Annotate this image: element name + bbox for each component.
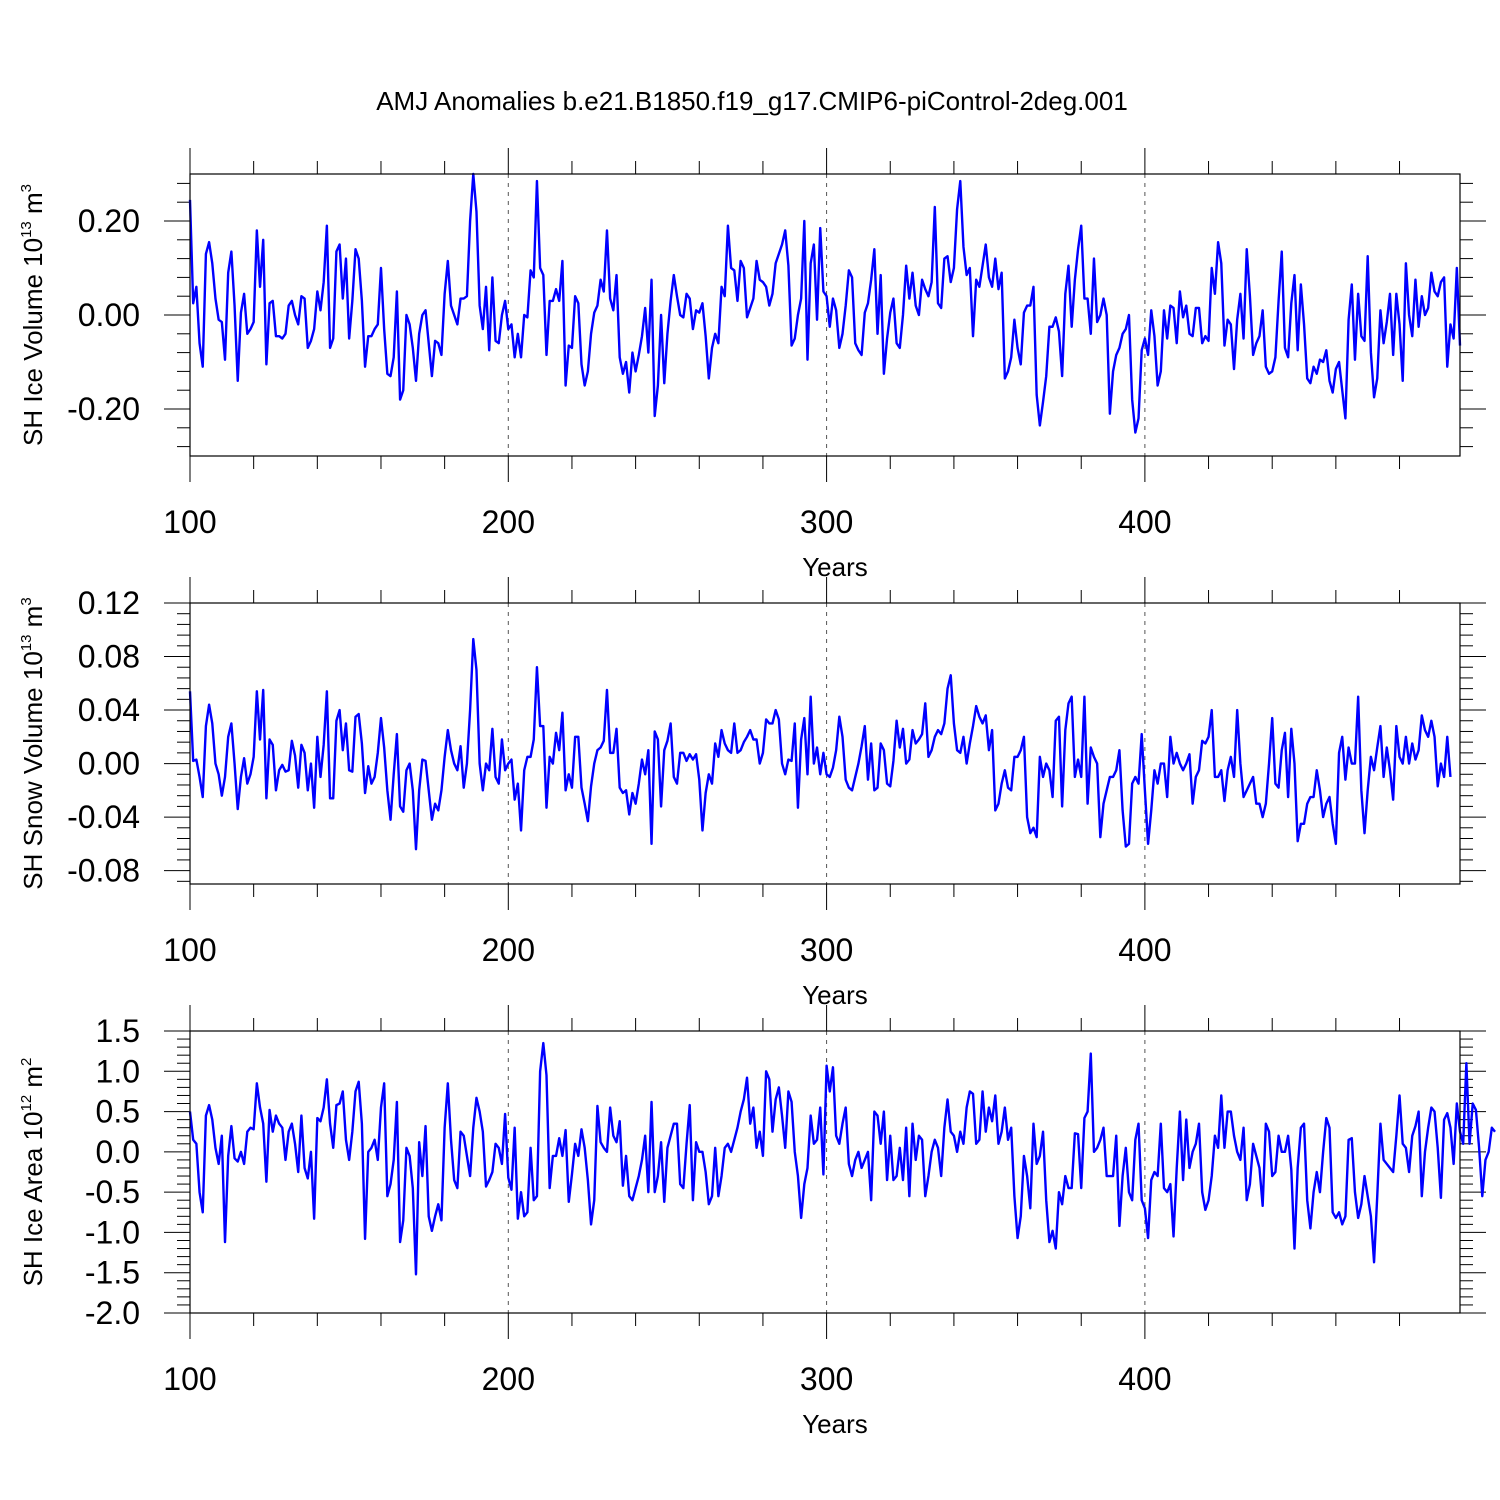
x-tick-label: 200 xyxy=(482,504,535,540)
x-tick-label: 300 xyxy=(800,504,853,540)
y-axis-label-unit-exponent: 3 xyxy=(18,597,35,605)
x-tick-label: 400 xyxy=(1118,1361,1171,1397)
series-line xyxy=(188,1041,1496,1276)
x-tick-label: 400 xyxy=(1118,932,1171,968)
y-tick-label: 0.20 xyxy=(78,203,140,239)
x-tick-label: 400 xyxy=(1118,504,1171,540)
y-tick-label: -2.0 xyxy=(85,1295,140,1331)
panel-ice-volume: 0.20 0.00 -0.20 100 200 300 400 Years SH Ice Vol… xyxy=(18,148,1486,582)
series-line xyxy=(188,637,1452,851)
y-tick-label: -1.0 xyxy=(85,1214,140,1250)
plot-frame xyxy=(189,602,1461,885)
plot-frame xyxy=(189,173,1461,457)
x-tick-label: 100 xyxy=(163,504,216,540)
x-tick-label: 200 xyxy=(482,1361,535,1397)
x-tick-label: 300 xyxy=(800,1361,853,1397)
y-tick-label: 0.04 xyxy=(78,692,140,728)
y-tick-label: -0.20 xyxy=(67,391,140,427)
y-tick-label: -0.08 xyxy=(67,853,140,889)
y-tick-label: 0.12 xyxy=(78,585,140,621)
y-axis-label-text: SH Ice Area 10 xyxy=(18,1112,48,1287)
x-axis-label: Years xyxy=(802,980,868,1010)
y-axis-label-text: SH Snow Volume 10 xyxy=(18,651,48,889)
x-tick-label: 200 xyxy=(482,932,535,968)
chart-title: AMJ Anomalies b.e21.B1850.f19_g17.CMIP6-… xyxy=(376,86,1128,116)
y-axis-label-exponent: 12 xyxy=(18,1095,35,1112)
y-axis-label-unit: m xyxy=(18,606,48,635)
y-axis-label-unit-exponent: 3 xyxy=(18,184,35,192)
x-axis-label: Years xyxy=(802,552,868,582)
y-axis-label-exponent: 13 xyxy=(18,635,35,652)
series-line xyxy=(188,172,1462,434)
y-tick-label: 0.00 xyxy=(78,746,140,782)
y-tick-label: 0.0 xyxy=(96,1134,140,1170)
y-tick-label: 0.08 xyxy=(78,639,140,675)
y-axis-label: SH Ice Volume 1013 m3 xyxy=(18,184,48,446)
y-tick-label: 0.00 xyxy=(78,297,140,333)
chart-panels: 0.20 0.00 -0.20 100 200 300 400 Years SH Ice Vol… xyxy=(18,148,1496,1439)
y-axis-label-unit-exponent: 2 xyxy=(18,1058,35,1066)
y-tick-label: 1.0 xyxy=(96,1053,140,1089)
panel-snow-volume: 0.12 0.08 0.04 0.00 -0.04 -0.08 100 200 300 400 Ye… xyxy=(18,577,1486,1010)
x-axis-label: Years xyxy=(802,1409,868,1439)
y-axis-label-unit: m xyxy=(18,1066,48,1095)
y-axis-label-exponent: 13 xyxy=(18,221,35,238)
y-tick-label: 1.5 xyxy=(96,1013,140,1049)
x-tick-label: 100 xyxy=(163,1361,216,1397)
y-axis-label: SH Ice Area 1012 m2 xyxy=(18,1058,48,1287)
y-tick-label: -1.5 xyxy=(85,1255,140,1291)
x-tick-label: 300 xyxy=(800,932,853,968)
y-tick-label: -0.04 xyxy=(67,799,140,835)
panel-ice-area: 1.5 1.0 0.5 0.0 -0.5 -1.0 -1.5 -2.0 100 200 300 400… xyxy=(18,1005,1496,1439)
x-tick-label: 100 xyxy=(163,932,216,968)
y-tick-label: -0.5 xyxy=(85,1174,140,1210)
y-tick-label: 0.5 xyxy=(96,1094,140,1130)
y-axis-label: SH Snow Volume 1013 m3 xyxy=(18,597,48,889)
plot-frame xyxy=(189,1030,1461,1314)
y-axis-label-unit: m xyxy=(18,192,48,221)
y-axis-label-text: SH Ice Volume 10 xyxy=(18,238,48,446)
